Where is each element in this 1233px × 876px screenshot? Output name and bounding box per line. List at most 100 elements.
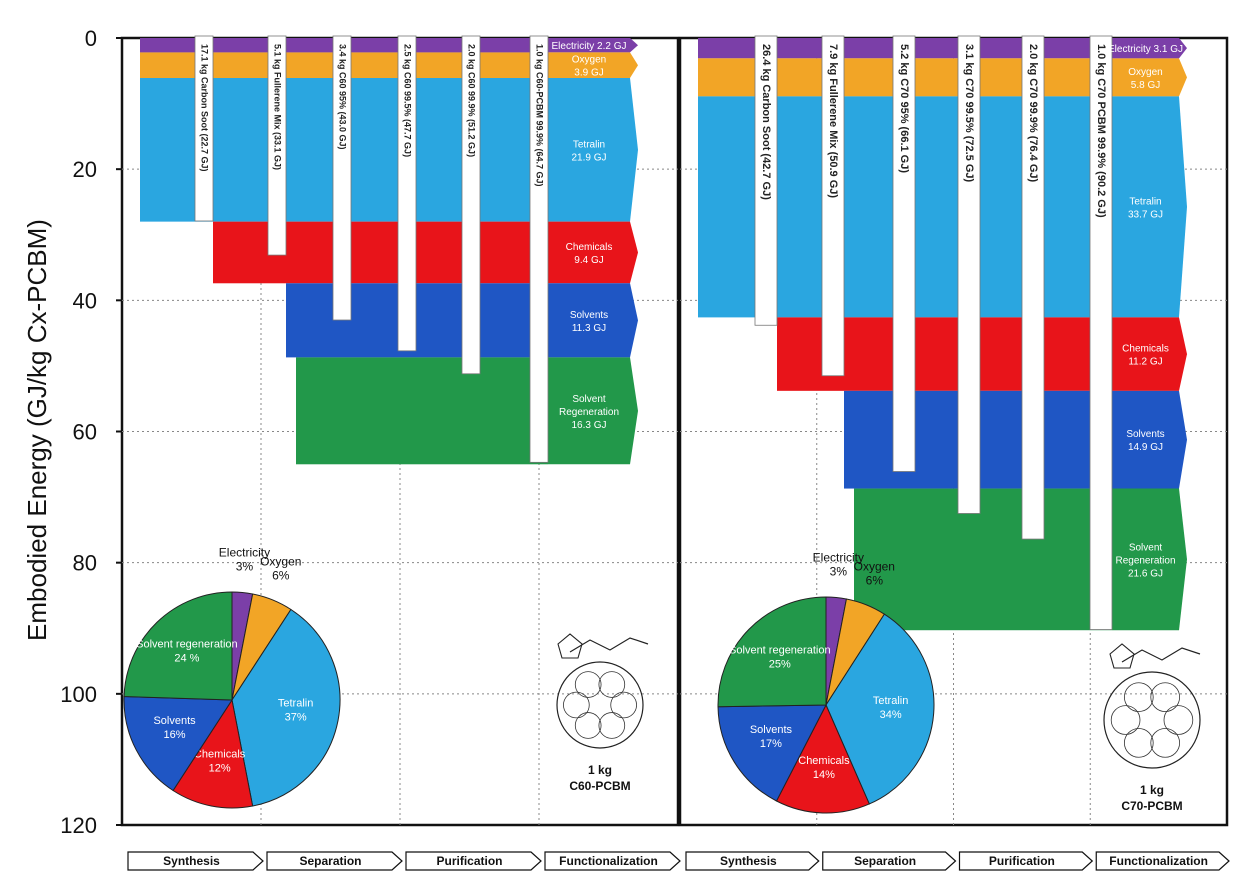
- side-chain: [569, 637, 649, 653]
- flow-label-chemicals: Chemicals: [1122, 344, 1169, 355]
- flow-label-solvent_regeneration: Solvent: [1129, 542, 1163, 553]
- fullerene-ring: [1150, 728, 1180, 758]
- stage-label: Functionalization: [559, 854, 658, 868]
- stage-label: Purification: [436, 854, 502, 868]
- stage-bar-label: 3.1 kg C70 99.5% (72.5 GJ): [963, 44, 975, 183]
- flow-arrow-solvent_regeneration: [1112, 488, 1187, 631]
- stage-label: Synthesis: [720, 854, 777, 868]
- panel-c70: 26.4 kg Carbon Soot (42.7 GJ) 7.9 kg Full…: [678, 35, 1230, 871]
- stage-bar: [461, 35, 481, 375]
- pie-label-tetralin: Tetralin: [873, 695, 908, 707]
- flow-label-chemicals: Chemicals: [566, 242, 613, 253]
- fullerene-ring: [598, 671, 626, 698]
- flow-arrow-tetralin: [1112, 96, 1187, 318]
- stage-bar-label: 2.5 kg C60 99.5% (47.7 GJ): [403, 44, 413, 157]
- y-tick-label: 80: [73, 551, 97, 576]
- product-amount: 1 kg: [588, 763, 612, 777]
- flow-label-chemicals: 11.2 GJ: [1128, 357, 1162, 368]
- pie-label-solvents: Solvents: [153, 715, 196, 727]
- fullerene-ring: [574, 712, 602, 739]
- stage-arrow: [1095, 851, 1230, 871]
- stage-bar: [1021, 35, 1045, 540]
- y-axis-ticks: 0 20 40 60 80 100 120: [60, 26, 124, 838]
- flow-label-solvents: 11.3 GJ: [572, 323, 606, 334]
- flow-label-tetralin: 21.9 GJ: [571, 152, 606, 163]
- flow-label-solvents: Solvents: [570, 310, 608, 321]
- pie-pct-solvents: 17%: [760, 738, 782, 750]
- pie-pct-oxygen: 6%: [272, 569, 290, 583]
- y-tick-label: 120: [60, 813, 97, 838]
- y-tick-label: 20: [73, 157, 97, 182]
- flow-label-tetralin: Tetralin: [573, 139, 605, 150]
- flow-label-electricity: Electricity 3.1 GJ: [1108, 44, 1183, 55]
- stage-bar: [529, 35, 549, 463]
- pie-slice-solvent_regeneration: [123, 591, 233, 701]
- molecule-diagram: [1103, 643, 1201, 769]
- fullerene-ring: [1150, 682, 1180, 712]
- pie-label-chemicals: Chemicals: [194, 749, 246, 761]
- pie-slice-tetralin: [231, 608, 341, 807]
- stage-bar: [397, 35, 417, 352]
- pie-label-solvent_regeneration: Solvent regeneration: [136, 638, 238, 650]
- flow-label-oxygen: 5.8 GJ: [1131, 80, 1160, 91]
- flow-arrow-chemicals: [548, 221, 638, 284]
- pie-pct-oxygen: 6%: [866, 573, 884, 587]
- stage-label: Separation: [299, 854, 361, 868]
- flow-arrow-solvent_regeneration: [548, 357, 638, 465]
- fullerene-ring: [574, 671, 602, 698]
- flow-arrow-solvents: [548, 283, 638, 358]
- pie-pct-chemicals: 12%: [209, 763, 231, 775]
- flow-arrow-electricity: [1112, 38, 1187, 59]
- phenyl-ring: [1109, 643, 1135, 669]
- pie-label-oxygen: Oxygen: [854, 559, 895, 573]
- flow-label-solvent_regeneration: Regeneration: [1115, 555, 1175, 566]
- flow-label-solvent_regeneration: 21.6 GJ: [1128, 568, 1163, 579]
- pie-pct-electricity: 3%: [236, 560, 254, 574]
- pie-label-electricity: Electricity: [219, 546, 270, 560]
- flow-arrow-solvents: [1112, 390, 1187, 489]
- flow-arrow-electricity: [548, 38, 638, 53]
- stage-bar: [892, 35, 916, 472]
- pie-slice-solvents: [717, 704, 827, 802]
- pie-label-solvents: Solvents: [750, 724, 793, 736]
- pie-pct-chemicals: 14%: [813, 769, 835, 781]
- fullerene-ring: [1124, 682, 1154, 712]
- flow-label-oxygen: Oxygen: [572, 55, 606, 66]
- stage-bar: [1089, 35, 1113, 630]
- pie-label-solvent_regeneration: Solvent regeneration: [729, 645, 831, 657]
- flow-label-tetralin: Tetralin: [1129, 196, 1161, 207]
- fullerene-cage: [1103, 671, 1201, 769]
- fullerene-cage: [556, 661, 644, 749]
- y-tick-label: 40: [73, 288, 97, 313]
- flow-band-chemicals: [213, 221, 548, 284]
- flow-arrow-oxygen: [1112, 58, 1187, 97]
- y-tick-label: 0: [85, 26, 97, 51]
- stage-bar-label: 5.1 kg Fullerene Mix (33.1 GJ): [273, 44, 283, 170]
- flow-label-electricity: Electricity 2.2 GJ: [551, 41, 626, 52]
- flow-arrow-oxygen: [548, 52, 638, 79]
- fullerene-ring: [598, 712, 626, 739]
- molecule-diagram: [556, 633, 649, 749]
- pie-slice-solvent_regeneration: [717, 596, 827, 708]
- flow-label-oxygen: 3.9 GJ: [574, 68, 603, 79]
- y-tick-label: 100: [60, 682, 97, 707]
- fullerene-ring: [1124, 728, 1154, 758]
- flow-band-solvent_regeneration: [296, 357, 548, 465]
- flow-arrow-chemicals: [1112, 317, 1187, 391]
- stage-bar-label: 2.0 kg C70 99.9% (76.4 GJ): [1027, 44, 1039, 183]
- stage-bar-label: 1.0 kg C60-PCBM 99.9% (64.7 GJ): [535, 44, 545, 187]
- pie-slice-chemicals: [172, 698, 254, 809]
- flow-arrow-tetralin: [548, 78, 638, 222]
- fullerene-ring: [1163, 705, 1194, 735]
- fullerene-ring: [563, 691, 590, 719]
- stage-arrow: [266, 851, 403, 871]
- flow-label-tetralin: 33.7 GJ: [1128, 209, 1163, 220]
- stage-bar-label: 2.0 kg C60 99.9% (51.2 GJ): [467, 44, 477, 157]
- stage-bar-label: 1.0 kg C70 PCBM 99.9% (90.2 GJ): [1095, 44, 1107, 218]
- product-amount: 1 kg: [1140, 783, 1164, 797]
- phenyl-ring: [557, 633, 583, 659]
- flow-label-solvents: Solvents: [1126, 429, 1164, 440]
- flow-label-oxygen: Oxygen: [1128, 67, 1162, 78]
- pie-label-chemicals: Chemicals: [798, 755, 850, 767]
